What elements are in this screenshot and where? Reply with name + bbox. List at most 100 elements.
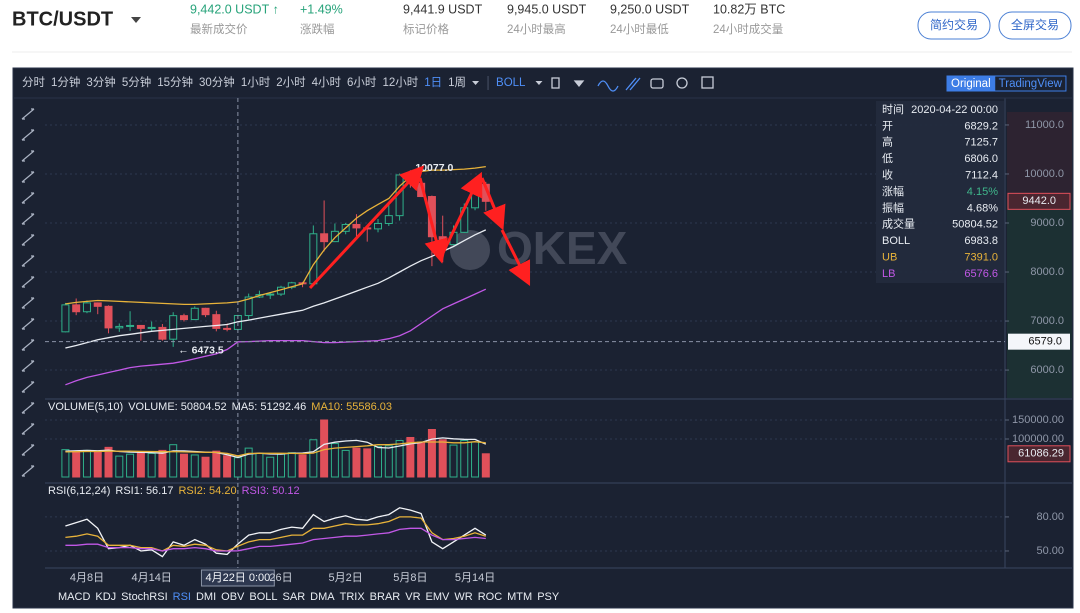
- indicator-tab[interactable]: StochRSI: [121, 591, 167, 603]
- arrow: [440, 171, 483, 256]
- tool-icon[interactable]: [21, 339, 35, 351]
- candle-body: [93, 302, 102, 307]
- indicator-tab[interactable]: RSI: [173, 591, 191, 603]
- indicator-tab[interactable]: VR: [405, 591, 420, 603]
- candle-body: [115, 325, 124, 329]
- volume-bar: [179, 453, 188, 478]
- volume-bar: [93, 451, 102, 478]
- indicator-tab[interactable]: MACD: [58, 591, 90, 603]
- indicator-tab[interactable]: BOLL: [249, 591, 277, 603]
- dropdown-icon[interactable]: [472, 81, 480, 85]
- view-label[interactable]: Original: [951, 78, 991, 90]
- indicator-tab[interactable]: KDJ: [95, 591, 116, 603]
- indicator-tab[interactable]: WR: [454, 591, 472, 603]
- tool-icon[interactable]: [21, 150, 35, 162]
- volume-bar: [481, 453, 490, 478]
- interval[interactable]: 1分钟: [51, 75, 80, 89]
- dropdown-icon[interactable]: [573, 80, 585, 88]
- tool-icon[interactable]: [21, 360, 35, 372]
- tool-icon[interactable]: [21, 213, 35, 225]
- chart-type-icon[interactable]: [551, 77, 560, 89]
- interval[interactable]: 30分钟: [199, 75, 235, 89]
- indicator-tab[interactable]: ROC: [478, 591, 503, 603]
- draw-icon[interactable]: [625, 77, 641, 91]
- tool-icon[interactable]: [21, 234, 35, 246]
- volume-bar: [190, 454, 199, 478]
- tool-icon[interactable]: [21, 423, 35, 435]
- interval[interactable]: 1周: [448, 76, 466, 89]
- interval[interactable]: 1日: [424, 77, 442, 89]
- button[interactable]: [998, 11, 1072, 40]
- button-label[interactable]: 简约交易: [930, 17, 978, 32]
- interval[interactable]: 5分钟: [122, 75, 151, 89]
- tool-icon[interactable]: [21, 192, 35, 204]
- volume-bar: [298, 454, 307, 478]
- volume-bar: [406, 436, 415, 478]
- view-toggle[interactable]: [994, 75, 1067, 92]
- indicator-tab[interactable]: TRIX: [340, 591, 366, 603]
- indicator-tab[interactable]: EMV: [426, 591, 451, 603]
- volume-bar: [309, 439, 318, 478]
- volume-bar: [72, 450, 81, 478]
- arrow: [480, 177, 506, 231]
- interval[interactable]: 分时: [22, 76, 45, 89]
- volume-bar: [82, 449, 91, 478]
- indicator-tab[interactable]: DMI: [196, 591, 216, 603]
- tool-icon[interactable]: [21, 129, 35, 141]
- tool-icon[interactable]: [21, 108, 35, 120]
- candle-body: [201, 307, 210, 316]
- interval[interactable]: 6小时: [347, 76, 377, 89]
- interval[interactable]: 12小时: [382, 76, 418, 89]
- indicator-icon[interactable]: [597, 80, 619, 92]
- volume-bar: [212, 450, 221, 478]
- tool-icon[interactable]: [21, 465, 35, 477]
- crosshair-box: [1008, 333, 1070, 350]
- dropdown-icon[interactable]: [535, 81, 543, 85]
- candle-body: [384, 215, 393, 224]
- settings-icon[interactable]: [676, 77, 688, 89]
- button-label[interactable]: 全屏交易: [1011, 17, 1059, 32]
- interval[interactable]: 4小时: [312, 76, 342, 89]
- tool-icon[interactable]: [21, 276, 35, 288]
- info-value: 7125.7: [964, 137, 998, 149]
- y-tick-label: 80.00: [1036, 511, 1064, 523]
- candle-body: [179, 315, 188, 321]
- tool-icon[interactable]: [21, 297, 35, 309]
- volume-bar: [233, 457, 242, 478]
- x-tick-label: 26日: [269, 572, 292, 584]
- button[interactable]: [917, 11, 991, 40]
- interval[interactable]: 3分钟: [86, 75, 115, 89]
- boll-line: [65, 229, 487, 349]
- stat-value: 10.82万 BTC: [713, 2, 785, 16]
- info-value: 7391.0: [964, 252, 998, 264]
- stat-value: +1.49%: [300, 2, 343, 16]
- symbol-dropdown[interactable]: [131, 17, 141, 23]
- tool-icon[interactable]: [21, 318, 35, 330]
- indicator-tab[interactable]: PSY: [537, 591, 560, 603]
- tool-icon[interactable]: [21, 255, 35, 267]
- interval[interactable]: 1小时: [241, 76, 271, 89]
- indicator-tab[interactable]: DMA: [310, 591, 335, 603]
- camera-icon[interactable]: [650, 78, 664, 89]
- pane-header: RSI3: 50.12: [242, 485, 300, 497]
- info-value: 50804.52: [952, 219, 998, 231]
- x-tick-label: 5月8日: [393, 572, 427, 584]
- indicator-tab[interactable]: BRAR: [370, 591, 401, 603]
- tool-icon[interactable]: [21, 444, 35, 456]
- indicator-tab[interactable]: OBV: [221, 591, 245, 603]
- tool-icon[interactable]: [21, 381, 35, 393]
- watermark-text: OKEX: [497, 222, 628, 274]
- interval[interactable]: 2小时: [276, 76, 306, 89]
- y-tick-label: 100000.00: [1012, 433, 1064, 445]
- stat-caption: 24小时最低: [610, 23, 669, 36]
- fullscreen-icon[interactable]: [701, 76, 714, 89]
- view-label[interactable]: TradingView: [999, 78, 1063, 90]
- tool-icon[interactable]: [21, 402, 35, 414]
- interval[interactable]: 15分钟: [157, 75, 193, 89]
- volume-bar: [169, 444, 178, 478]
- indicator[interactable]: BOLL: [496, 77, 526, 89]
- indicator-tab[interactable]: MTM: [507, 591, 532, 603]
- tool-icon[interactable]: [21, 171, 35, 183]
- indicator-tab[interactable]: SAR: [283, 591, 306, 603]
- info-label: 开: [882, 120, 893, 132]
